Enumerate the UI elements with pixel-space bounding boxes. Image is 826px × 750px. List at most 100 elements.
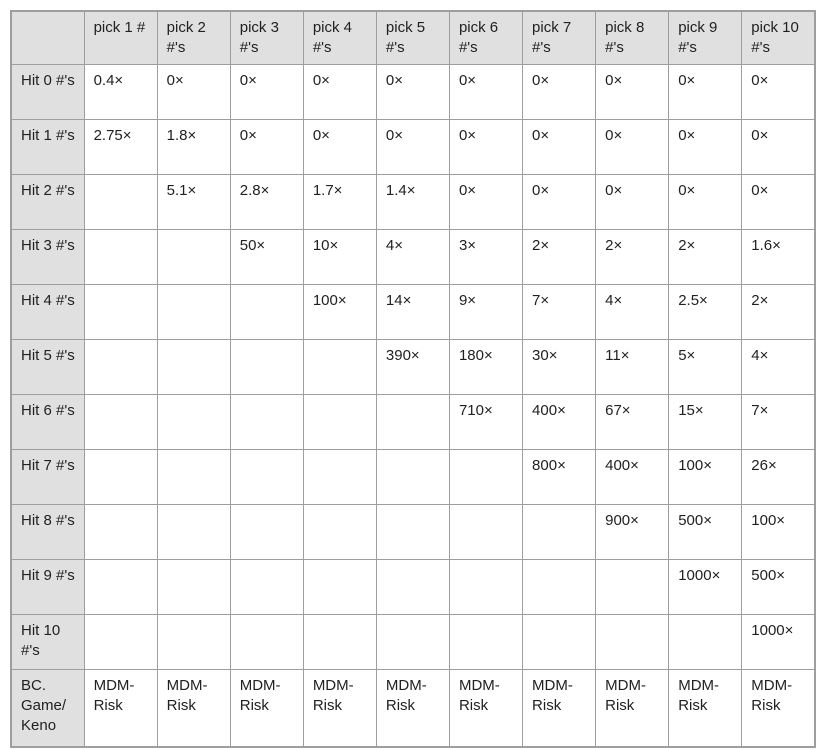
value-cell [302, 394, 377, 450]
table-row-hit-3-s: Hit 3 #'s 50× 10× 4× 3× 2× 2× 2× 1.6× [10, 229, 816, 285]
value-cell: 1.4× [375, 174, 450, 230]
value-cell: 100× [302, 284, 377, 340]
value-cell: MDM-Risk [229, 669, 304, 747]
value-cell [302, 614, 377, 670]
value-cell [156, 339, 231, 395]
value-cell: 100× [668, 449, 743, 505]
value-cell: 2.75× [83, 119, 158, 175]
value-cell [83, 339, 158, 395]
row-label-hit-5-s: Hit 5 #'s [10, 339, 85, 395]
value-cell [522, 504, 597, 560]
value-cell: 0× [302, 64, 377, 120]
value-cell [83, 174, 158, 230]
value-cell: 0× [522, 174, 597, 230]
value-cell [375, 559, 450, 615]
row-label-hit-3-s: Hit 3 #'s [10, 229, 85, 285]
value-cell: 0× [668, 174, 743, 230]
value-cell [156, 559, 231, 615]
value-cell: 0× [375, 64, 450, 120]
value-cell: MDM-Risk [741, 669, 816, 747]
value-cell: 0× [229, 64, 304, 120]
value-cell: 0× [302, 119, 377, 175]
value-cell: 0× [448, 119, 524, 175]
row-label-hit-6-s: Hit 6 #'s [10, 394, 85, 450]
column-header-pick-1: pick 1 # [83, 10, 158, 65]
value-cell [156, 229, 231, 285]
table-row-hit-7-s: Hit 7 #'s 800× 400× 100× 26× [10, 449, 816, 505]
row-label-hit-10-s: Hit 10 #'s [10, 614, 85, 670]
value-cell: MDM-Risk [156, 669, 231, 747]
value-cell: 10× [302, 229, 377, 285]
value-cell: 0× [741, 119, 816, 175]
value-cell: 1.6× [741, 229, 816, 285]
value-cell [448, 504, 524, 560]
value-cell [229, 559, 304, 615]
value-cell: MDM-Risk [448, 669, 524, 747]
value-cell: 0× [741, 174, 816, 230]
value-cell: 0× [668, 64, 743, 120]
value-cell [229, 394, 304, 450]
value-cell: 50× [229, 229, 304, 285]
value-cell [448, 449, 524, 505]
value-cell: MDM-Risk [375, 669, 450, 747]
value-cell: 15× [668, 394, 743, 450]
column-header-pick-5-s: pick 5 #'s [375, 10, 450, 65]
corner-header-cell [10, 10, 85, 65]
value-cell: 2× [522, 229, 597, 285]
value-cell [302, 559, 377, 615]
value-cell [375, 614, 450, 670]
value-cell: 710× [448, 394, 524, 450]
table-row-hit-6-s: Hit 6 #'s 710× 400× 67× 15× 7× [10, 394, 816, 450]
value-cell [302, 504, 377, 560]
value-cell: 0× [156, 64, 231, 120]
value-cell [375, 394, 450, 450]
value-cell: MDM-Risk [83, 669, 158, 747]
value-cell [448, 559, 524, 615]
value-cell [156, 284, 231, 340]
column-header-pick-3-s: pick 3 #'s [229, 10, 304, 65]
column-header-pick-6-s: pick 6 #'s [448, 10, 524, 65]
value-cell: 800× [522, 449, 597, 505]
value-cell [375, 504, 450, 560]
value-cell: 3× [448, 229, 524, 285]
value-cell [156, 449, 231, 505]
value-cell: 0× [375, 119, 450, 175]
table-header: pick 1 # pick 2 #'s pick 3 #'s pick 4 #'s pi… [10, 10, 816, 65]
value-cell [229, 614, 304, 670]
value-cell: 390× [375, 339, 450, 395]
value-cell: 7× [741, 394, 816, 450]
table-row-hit-10-s: Hit 10 #'s 1000× [10, 614, 816, 670]
value-cell [229, 284, 304, 340]
column-header-pick-4-s: pick 4 #'s [302, 10, 377, 65]
value-cell [302, 339, 377, 395]
row-label-hit-9-s: Hit 9 #'s [10, 559, 85, 615]
value-cell: 0× [741, 64, 816, 120]
value-cell: 900× [595, 504, 670, 560]
value-cell: 500× [741, 559, 816, 615]
table-row-hit-1-s: Hit 1 #'s 2.75× 1.8× 0× 0× 0× 0× 0× 0× 0× 0× [10, 119, 816, 175]
table-row-hit-5-s: Hit 5 #'s 390× 180× 30× 11× 5× 4× [10, 339, 816, 395]
header-row: pick 1 # pick 2 #'s pick 3 #'s pick 4 #'s pi… [10, 10, 816, 65]
value-cell: 0× [448, 174, 524, 230]
value-cell [83, 559, 158, 615]
value-cell [83, 284, 158, 340]
table-row-hit-2-s: Hit 2 #'s 5.1× 2.8× 1.7× 1.4× 0× 0× 0× 0× 0× [10, 174, 816, 230]
value-cell: 2× [595, 229, 670, 285]
column-header-pick-8-s: pick 8 #'s [595, 10, 670, 65]
value-cell: 4× [741, 339, 816, 395]
value-cell [522, 559, 597, 615]
table-row-bc-game-keno: BC. Game/ Keno MDM-Risk MDM-Risk MDM-Risk MD… [10, 669, 816, 747]
value-cell: 0.4× [83, 64, 158, 120]
column-header-pick-2-s: pick 2 #'s [156, 10, 231, 65]
value-cell: MDM-Risk [668, 669, 743, 747]
value-cell [448, 614, 524, 670]
value-cell [668, 614, 743, 670]
value-cell: 100× [741, 504, 816, 560]
value-cell: 500× [668, 504, 743, 560]
value-cell [229, 504, 304, 560]
value-cell: 26× [741, 449, 816, 505]
value-cell: 30× [522, 339, 597, 395]
value-cell: 14× [375, 284, 450, 340]
value-cell: 2.8× [229, 174, 304, 230]
row-label-hit-1-s: Hit 1 #'s [10, 119, 85, 175]
